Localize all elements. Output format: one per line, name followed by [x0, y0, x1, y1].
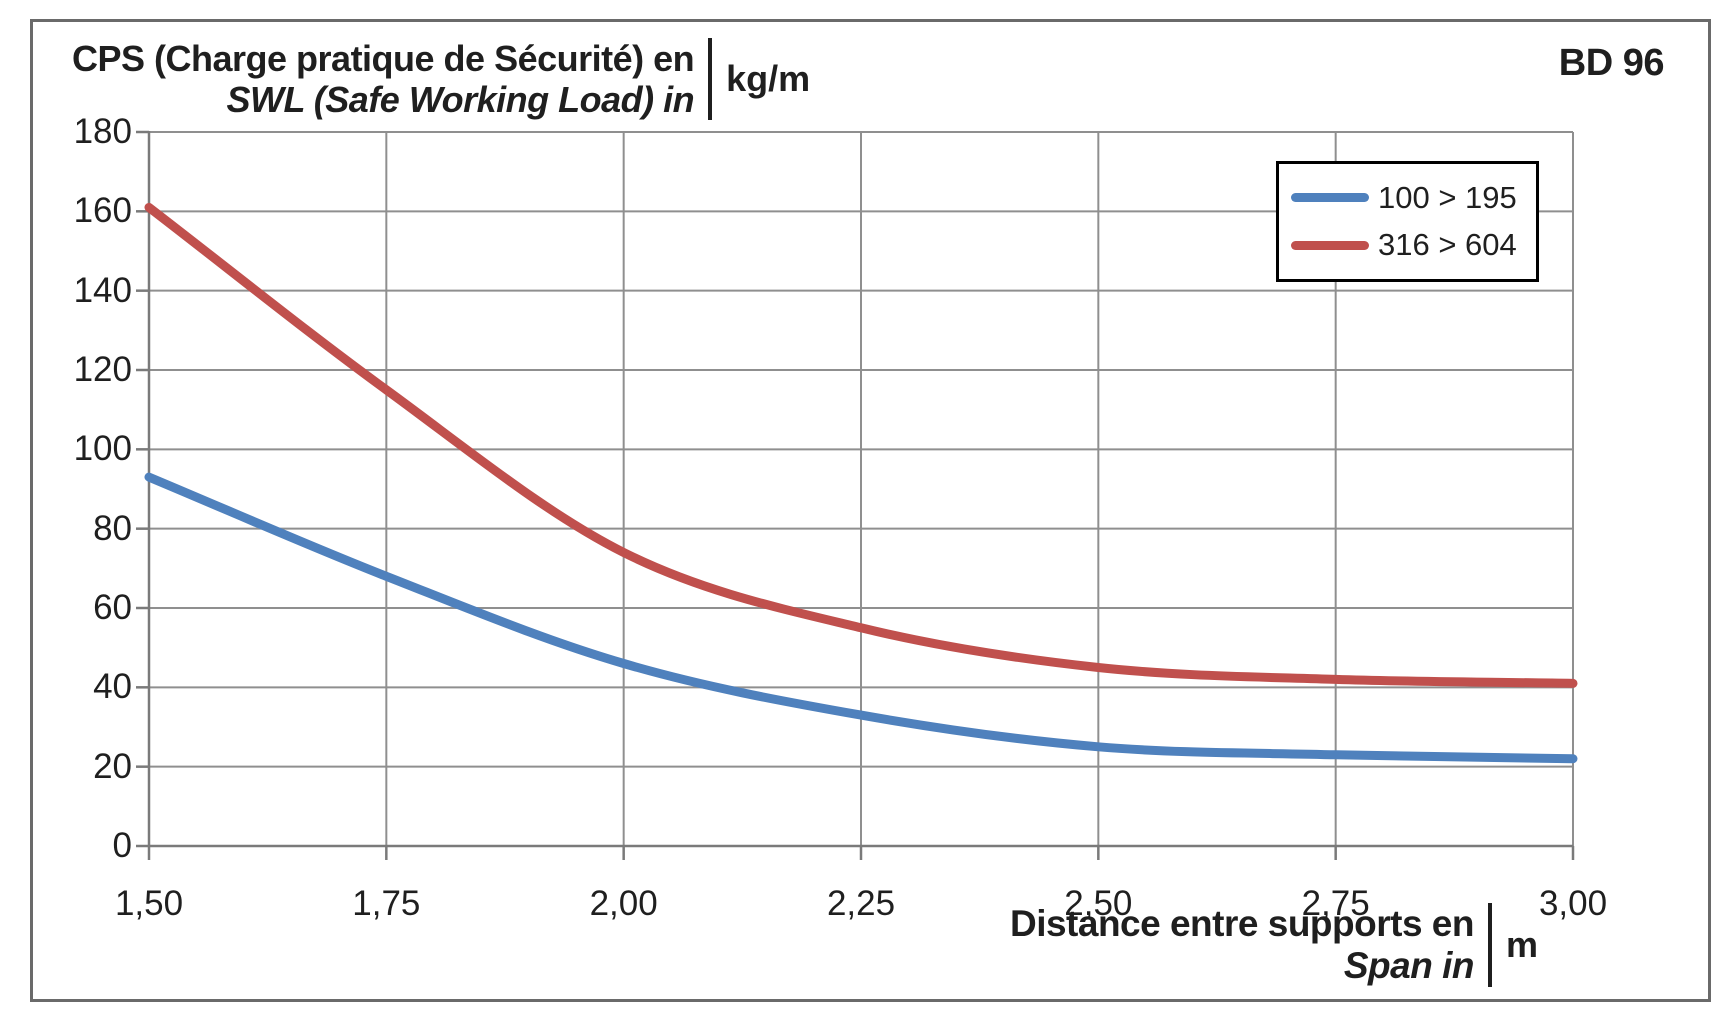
y-tick-label: 180 [73, 112, 132, 151]
chart-code-label: BD 96 [1558, 42, 1665, 84]
y-axis-title-text: CPS (Charge pratique de Sécurité) en SWL… [72, 38, 695, 120]
y-tick-label: 80 [93, 508, 132, 548]
legend-box: 100 > 195 316 > 604 [1276, 161, 1539, 282]
y-tick-label: 160 [73, 191, 132, 231]
series-curve-316>604 [144, 202, 1578, 688]
y-tick-label: 140 [73, 270, 132, 310]
legend-item: 316 > 604 [1291, 227, 1524, 263]
x-axis-title-block: Distance entre supports en Span in m [1010, 903, 1538, 987]
y-axis-unit-label: kg/m [726, 58, 811, 99]
legend-line-swatch [1291, 193, 1369, 203]
y-tick-label: 0 [112, 826, 132, 865]
legend-line-swatch [1291, 240, 1369, 250]
legend-label: 100 > 195 [1378, 179, 1517, 215]
y-axis-title-block: CPS (Charge pratique de Sécurité) en SWL… [72, 38, 810, 120]
y-tick-label: 120 [73, 350, 132, 389]
legend-item: 100 > 195 [1291, 180, 1524, 216]
x-tick-label: 1,50 [114, 884, 184, 923]
x-axis-title-text: Distance entre supports en Span in [1009, 903, 1475, 987]
x-tick-label: 2,75 [1301, 884, 1370, 923]
y-axis-title-en: SWL (Safe Working Load) in [226, 79, 695, 120]
series-curve-100>195 [144, 472, 1578, 764]
y-axis-title-fr: CPS (Charge pratique de Sécurité) en [72, 38, 695, 79]
y-tick-label: 100 [73, 429, 132, 469]
x-title-divider-bar [1487, 903, 1492, 987]
x-tick-label: 2,50 [1064, 884, 1133, 923]
x-tick-label: 1,75 [352, 884, 421, 923]
x-tick-label: 3,00 [1538, 884, 1608, 923]
y-tick-label: 60 [93, 588, 132, 627]
x-tick-label: 2,00 [589, 884, 658, 923]
x-axis-title-en: Span in [1343, 945, 1475, 986]
title-divider-bar [708, 38, 713, 120]
x-tick-label: 2,25 [826, 884, 896, 923]
y-tick-label: 40 [93, 667, 132, 707]
x-axis-title-fr: Distance entre supports en [1009, 903, 1475, 944]
y-tick-label: 20 [93, 746, 132, 786]
legend-label: 316 > 604 [1378, 227, 1517, 263]
x-axis-unit-label: m [1505, 924, 1538, 965]
